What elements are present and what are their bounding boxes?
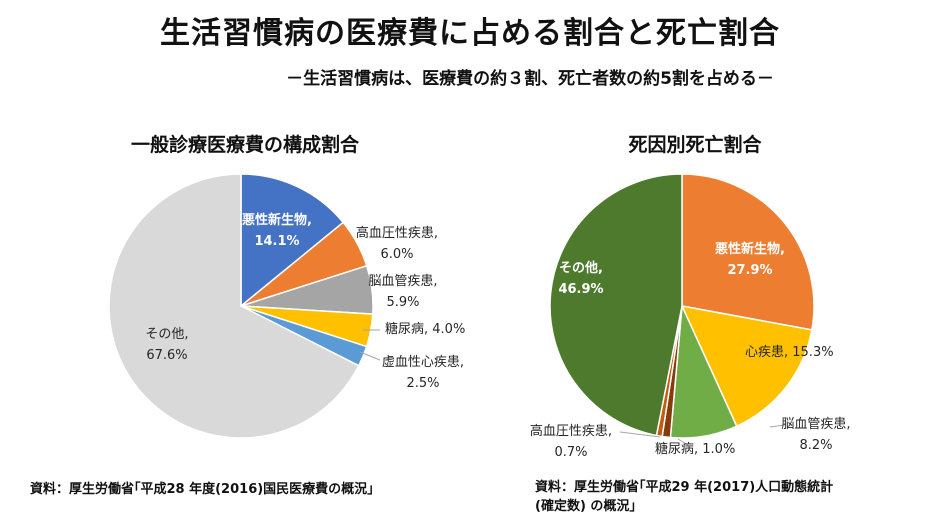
pie2-leader-糖尿病 [677,438,689,446]
pie2-label-心疾患: 心疾患, 15.3% [745,345,834,360]
pie1-value-虚血性心疾患: 2.5% [406,376,439,391]
pie2-label-脳血管疾患: 脳血管疾患, [781,417,850,432]
pie2-value-悪性新生物: 27.9% [727,263,772,278]
pie2-leader-高血圧性疾患 [619,431,661,438]
page-subtitle: －生活習慣病は、医療費の約３割、死亡者数の約5割を占める－ [286,69,774,89]
pie2-leader-脳血管疾患 [769,424,786,428]
chart1-source: 資料：厚生労働省｢平成28 年度(2016)国民医療費の概況｣ [30,482,374,497]
chart1-title: 一般診療医療費の構成割合 [130,134,359,156]
pie2-value-脳血管疾患: 8.2% [799,438,832,453]
pie1-value-その他: 67.6% [146,348,187,363]
pie1-slice-悪性新生物 [240,173,345,308]
pie1-label-糖尿病: 糖尿病, 4.0% [385,321,465,337]
pie2-value-その他: 46.9% [558,282,603,297]
pie2-value-高血圧性疾患: 0.7% [554,445,587,460]
pie2-slice-心疾患 [680,305,813,428]
chart2-title: 死因別死亡割合 [628,134,762,156]
pie1-label-その他: その他, [145,327,188,342]
pie2-label-悪性新生物: 悪性新生物, [715,241,785,257]
pie2-slice-悪性新生物 [681,173,815,331]
page-title: 生活習慣病の医療費に占める割合と死亡割合 [160,16,780,51]
pie1-value-悪性新生物: 14.1% [254,234,299,249]
pie1-leader-虚血性心疾患 [359,351,381,361]
pie1-value-脳血管疾患: 5.9% [386,295,419,310]
chart2-source-line-1: 資料：厚生労働省｢平成29 年(2017)人口動態統計 [535,480,834,495]
chart2-source-line-2: (確定数) の概況｣ [535,499,636,514]
pie1-slice-その他 [108,173,360,439]
pie2-label-高血圧性疾患: 高血圧性疾患, [530,423,612,439]
pie-2: 悪性新生物, 27.9% 心疾患, 15.3% 脳血管疾患, 8.2% 糖尿病, 1.0%… [530,173,851,460]
pie-1: 悪性新生物, 14.1% 高血圧性疾患, 6.0% 脳血管疾患, 5.9% 糖尿病, 4.0… [108,173,465,439]
pie1-label-虚血性心疾患: 虚血性心疾患, [382,355,464,370]
pie1-label-高血圧性疾患: 高血圧性疾患, [356,225,438,241]
pie2-label-その他: その他, [559,260,603,276]
pie1-label-悪性新生物: 悪性新生物, [242,212,312,228]
pie2-slice-その他 [549,173,683,437]
chart2-source: 資料：厚生労働省｢平成29 年(2017)人口動態統計 (確定数) の概況｣ [535,478,833,516]
pie1-value-高血圧性疾患: 6.0% [380,247,413,262]
pie1-label-脳血管疾患: 脳血管疾患, [368,274,437,289]
pie2-label-糖尿病: 糖尿病, 1.0% [655,441,735,457]
